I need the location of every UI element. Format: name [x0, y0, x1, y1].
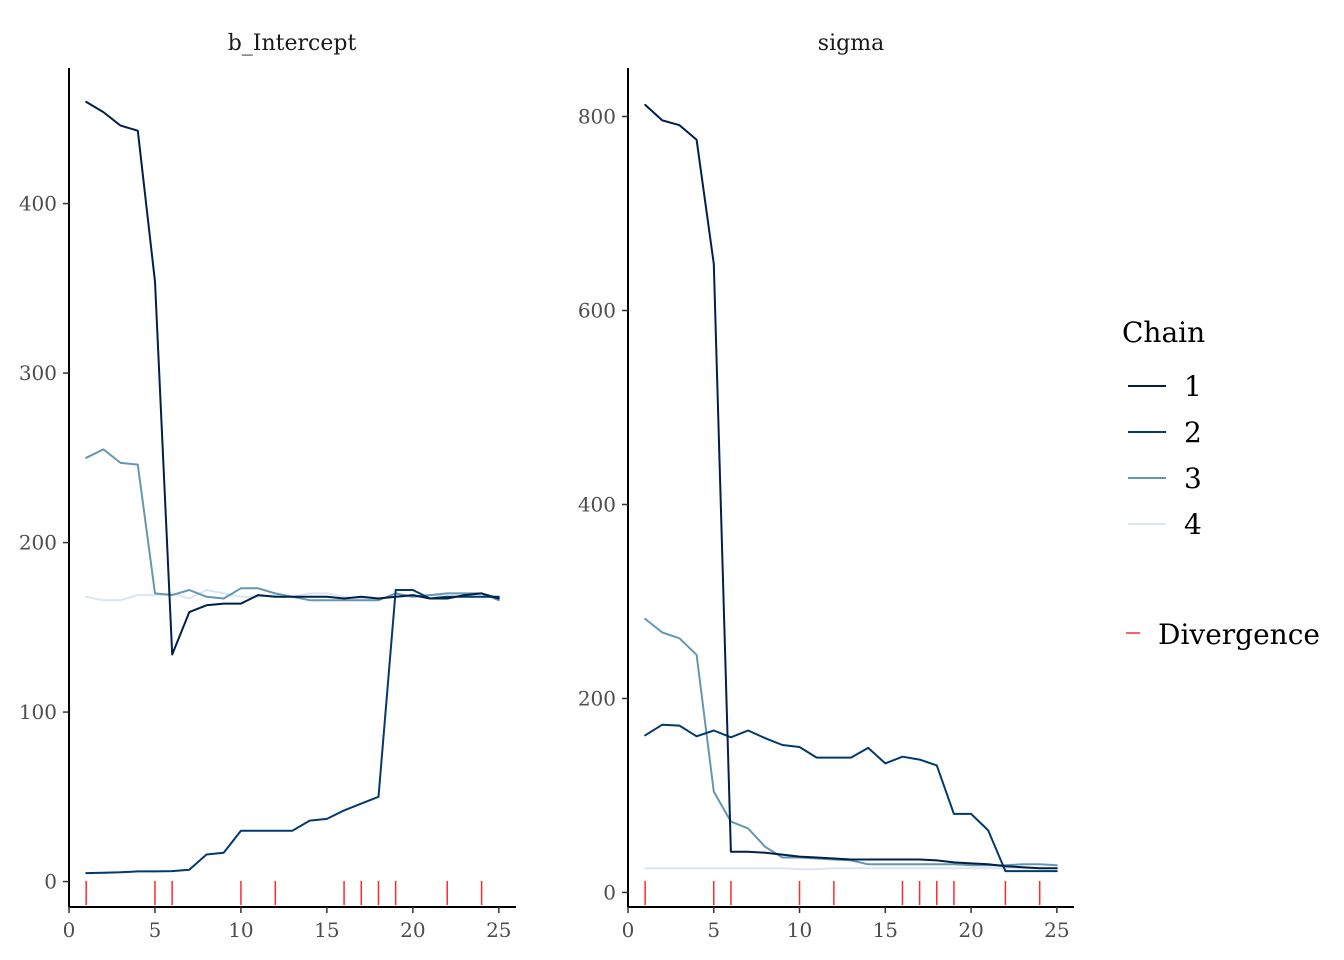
x-tick-label: 5 — [707, 918, 720, 942]
y-tick-label: 400 — [19, 192, 57, 216]
x-tick-label: 25 — [486, 918, 511, 942]
legend-label-chain-1: 1 — [1184, 370, 1202, 403]
series-line-chain-3 — [644, 617, 1058, 867]
panel-title-sigma: sigma — [818, 31, 884, 56]
x-tick-label: 0 — [622, 918, 635, 942]
series-line-chain-2 — [85, 589, 500, 875]
series-line-chain-3 — [85, 448, 500, 602]
legend: Chain 1 2 3 4 Divergence — [1122, 316, 1320, 651]
x-tick-label: 20 — [400, 918, 425, 942]
panel-title-b-intercept: b_Intercept — [228, 31, 357, 56]
series-line-chain-2 — [644, 723, 1058, 873]
x-tick-label: 25 — [1044, 918, 1069, 942]
x-tick-label: 10 — [228, 918, 253, 942]
y-tick-label: 200 — [578, 686, 616, 710]
series-line-chain-4 — [644, 867, 1058, 871]
x-tick-label: 15 — [873, 918, 898, 942]
panel-b-intercept: b_Intercept 0 100 200 300 400 0 5 10 15 20 25 — [19, 31, 516, 942]
x-tick-label: 15 — [314, 918, 339, 942]
legend-title: Chain — [1122, 316, 1205, 349]
legend-label-chain-4: 4 — [1184, 508, 1202, 541]
y-tick-label: 0 — [44, 870, 57, 894]
x-tick-label: 20 — [958, 918, 983, 942]
y-tick-label: 300 — [19, 361, 57, 385]
x-tick-label: 10 — [787, 918, 812, 942]
y-tick-label: 600 — [578, 298, 616, 322]
x-tick-label: 0 — [63, 918, 76, 942]
y-tick-label: 200 — [19, 531, 57, 555]
y-tick-label: 400 — [578, 492, 616, 516]
legend-label-chain-2: 2 — [1184, 416, 1202, 449]
series-line-chain-1 — [85, 100, 500, 656]
legend-label-chain-3: 3 — [1184, 462, 1202, 495]
y-tick-label: 0 — [603, 880, 616, 904]
series-line-chain-1 — [644, 103, 1058, 870]
y-tick-label: 100 — [19, 700, 57, 724]
panel-sigma: sigma 0 200 400 600 800 0 5 10 15 20 25 — [578, 31, 1074, 942]
y-tick-label: 800 — [578, 104, 616, 128]
legend-label-divergence: Divergence — [1158, 618, 1320, 651]
x-tick-label: 5 — [149, 918, 162, 942]
